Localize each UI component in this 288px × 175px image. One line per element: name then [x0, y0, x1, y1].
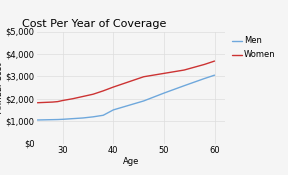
- Text: Cost Per Year of Coverage: Cost Per Year of Coverage: [22, 19, 167, 29]
- Women: [127, 81, 130, 83]
- Women: [51, 101, 54, 103]
- Line: Women: Women: [37, 61, 215, 103]
- Women: [46, 101, 49, 103]
- Men: [61, 118, 65, 120]
- Women: [203, 63, 206, 65]
- Men: [41, 119, 44, 121]
- Men: [112, 109, 115, 111]
- Men: [91, 116, 95, 118]
- Men: [203, 78, 206, 80]
- Men: [213, 74, 216, 76]
- Men: [101, 114, 105, 116]
- Women: [213, 60, 216, 62]
- Men: [162, 92, 166, 94]
- Y-axis label: Annual Cost: Annual Cost: [0, 62, 4, 113]
- Women: [61, 99, 65, 102]
- Men: [71, 118, 75, 120]
- Men: [36, 119, 39, 121]
- Women: [36, 102, 39, 104]
- Men: [142, 100, 145, 102]
- Women: [142, 76, 145, 78]
- Women: [162, 72, 166, 74]
- Women: [182, 69, 186, 71]
- Women: [41, 102, 44, 104]
- Women: [81, 95, 85, 97]
- Men: [51, 119, 54, 121]
- Women: [112, 86, 115, 88]
- Men: [56, 118, 59, 121]
- Men: [46, 119, 49, 121]
- Women: [91, 93, 95, 95]
- Men: [182, 85, 186, 87]
- Legend: Men, Women: Men, Women: [231, 36, 276, 60]
- Women: [71, 98, 75, 100]
- Men: [127, 104, 130, 106]
- X-axis label: Age: Age: [123, 157, 139, 166]
- Women: [56, 101, 59, 103]
- Women: [101, 90, 105, 92]
- Men: [81, 117, 85, 119]
- Line: Men: Men: [37, 75, 215, 120]
